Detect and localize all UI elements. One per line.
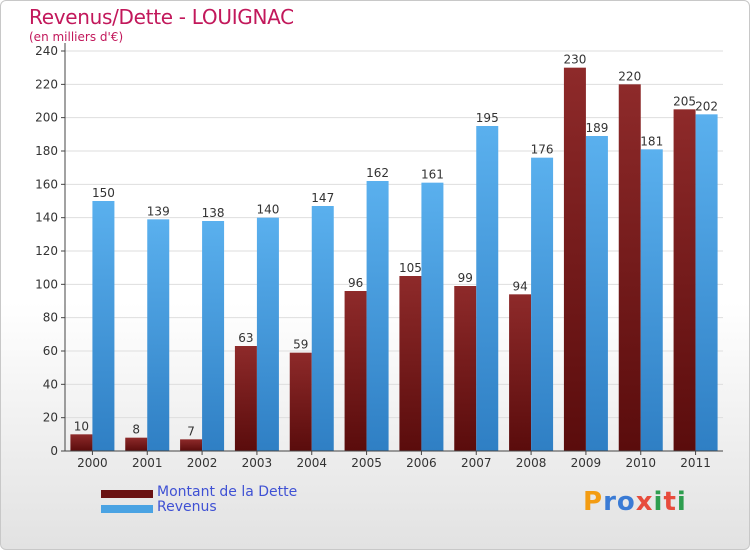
data-label-dette: 99 [458, 271, 473, 285]
data-label-revenus: 162 [366, 166, 389, 180]
data-label-revenus: 140 [256, 203, 279, 217]
x-tick-label: 2003 [242, 456, 273, 470]
data-label-dette: 220 [618, 69, 641, 83]
bar-revenus [640, 149, 663, 452]
bar-dette [125, 437, 148, 451]
logo-letter: o [616, 487, 636, 517]
y-tick-label: 160 [35, 177, 58, 191]
bar-dette [673, 109, 696, 451]
data-label-dette: 105 [399, 261, 422, 275]
bar-revenus [366, 181, 389, 451]
bar-revenus [311, 206, 334, 451]
x-tick-label: 2011 [680, 456, 711, 470]
data-label-dette: 8 [132, 423, 140, 437]
bar-revenus [421, 182, 444, 451]
data-label-dette: 205 [673, 94, 696, 108]
bar-dette [618, 84, 641, 451]
bar-dette [563, 67, 586, 452]
x-tick-label: 2002 [187, 456, 218, 470]
data-label-revenus: 139 [147, 204, 170, 218]
logo-letter: t [663, 487, 677, 517]
logo-letter: P [583, 487, 604, 517]
data-label-dette: 10 [74, 419, 89, 433]
logo-letter: r [603, 487, 617, 517]
bar-revenus [256, 217, 279, 451]
bar-dette [70, 434, 93, 451]
data-label-dette: 94 [512, 279, 527, 293]
x-tick-label: 2007 [461, 456, 492, 470]
x-tick-label: 2009 [571, 456, 602, 470]
proxiti-logo: Proxiti [583, 487, 687, 517]
data-label-revenus: 176 [531, 143, 554, 157]
logo-letter: i [653, 487, 664, 517]
bar-dette [344, 291, 367, 451]
data-label-revenus: 150 [92, 186, 115, 200]
data-label-dette: 7 [187, 424, 195, 438]
y-tick-label: 100 [35, 277, 58, 291]
bar-revenus [202, 221, 225, 451]
data-label-revenus: 138 [202, 206, 225, 220]
y-tick-label: 40 [43, 377, 58, 391]
y-tick-label: 180 [35, 144, 58, 158]
y-tick-label: 60 [43, 344, 58, 358]
data-label-revenus: 147 [311, 191, 334, 205]
bar-dette [454, 286, 477, 451]
data-label-revenus: 202 [695, 99, 718, 113]
bar-revenus [92, 201, 115, 451]
legend-label-debt: Montant de la Dette [157, 484, 298, 500]
logo-letter: x [635, 487, 654, 517]
y-tick-label: 240 [35, 44, 58, 58]
legend-label-revenus: Revenus [157, 499, 217, 515]
logo-letter: i [676, 487, 687, 517]
x-tick-label: 2004 [296, 456, 327, 470]
chart-subtitle: (en milliers d'€) [29, 30, 124, 44]
bar-dette [180, 439, 203, 451]
data-label-revenus: 189 [585, 121, 608, 135]
y-tick-label: 200 [35, 111, 58, 125]
bar-dette [234, 346, 257, 451]
chart-title: Revenus/Dette - LOUIGNAC [29, 5, 294, 29]
bar-revenus [476, 126, 499, 451]
legend-swatch-debt [101, 490, 153, 498]
x-tick-label: 2006 [406, 456, 437, 470]
y-tick-label: 20 [43, 411, 58, 425]
data-label-dette: 96 [348, 276, 363, 290]
bar-dette [399, 276, 422, 451]
bar-revenus [585, 136, 608, 451]
data-label-revenus: 181 [640, 134, 663, 148]
x-tick-label: 2005 [351, 456, 382, 470]
y-tick-label: 80 [43, 311, 58, 325]
bar-revenus [147, 219, 170, 451]
bar-revenus [695, 114, 718, 451]
data-label-dette: 59 [293, 338, 308, 352]
data-label-revenus: 195 [476, 111, 499, 125]
legend-swatch-revenus [101, 505, 153, 513]
x-tick-label: 2010 [625, 456, 656, 470]
data-label-dette: 63 [238, 331, 253, 345]
data-label-revenus: 161 [421, 168, 444, 182]
x-tick-label: 2000 [77, 456, 108, 470]
x-tick-label: 2008 [516, 456, 547, 470]
bar-dette [509, 294, 532, 451]
bar-dette [289, 352, 312, 451]
y-tick-label: 140 [35, 211, 58, 225]
y-tick-label: 0 [50, 444, 58, 458]
x-tick-label: 2001 [132, 456, 163, 470]
data-label-dette: 230 [563, 53, 586, 67]
y-tick-label: 120 [35, 244, 58, 258]
y-tick-label: 220 [35, 77, 58, 91]
bar-revenus [531, 157, 554, 451]
